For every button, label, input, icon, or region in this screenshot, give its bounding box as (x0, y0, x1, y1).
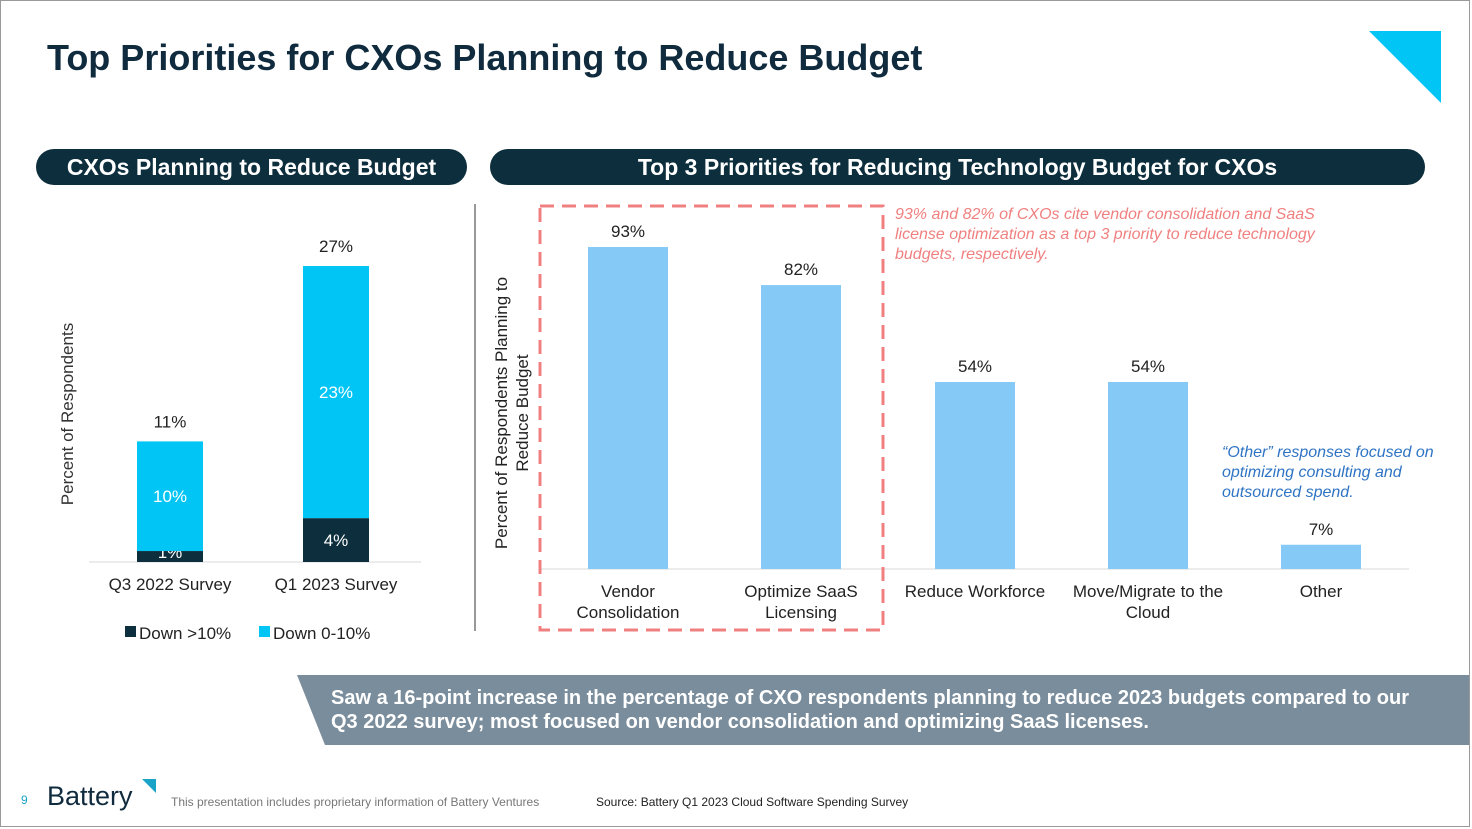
annotation-blue: “Other” responses focused on optimizing … (1222, 444, 1434, 501)
right-bar-0 (588, 247, 668, 569)
page-title: Top Priorities for CXOs Planning to Redu… (47, 37, 923, 78)
right-value-label: 54% (958, 357, 992, 376)
logo-mark-icon (142, 779, 156, 793)
legend-label-down-over-10: Down >10% (139, 624, 231, 643)
right-category-label: Move/Migrate to the Cloud (1073, 582, 1223, 622)
right-bar-2 (935, 382, 1015, 569)
left-bar-down-0-10-1 (303, 266, 369, 519)
right-bar-4 (1281, 544, 1361, 569)
right-value-label: 54% (1131, 357, 1165, 376)
right-bar-1 (761, 285, 841, 569)
left-segment-label: 23% (319, 383, 353, 402)
left-total-label: 27% (319, 237, 353, 256)
right-category-label: Other (1300, 582, 1343, 601)
right-value-label: 93% (611, 222, 645, 241)
right-value-label: 82% (784, 260, 818, 279)
annotation-red: 93% and 82% of CXOs cite vendor consolid… (895, 206, 1315, 263)
left-category-label: Q1 2023 Survey (275, 575, 398, 594)
left-segment-label: 4% (324, 531, 349, 550)
right-value-label: 7% (1309, 520, 1334, 539)
page-number: 9 (21, 793, 28, 807)
left-category-label: Q3 2022 Survey (109, 575, 232, 594)
source-note: Source: Battery Q1 2023 Cloud Software S… (596, 795, 909, 809)
right-chart-header: Top 3 Priorities for Reducing Technology… (490, 149, 1425, 185)
left-chart-header: CXOs Planning to Reduce Budget (36, 149, 467, 185)
legend-swatch-down-over-10 (125, 626, 136, 637)
disclaimer: This presentation includes proprietary i… (171, 795, 540, 809)
highlight-box (538, 204, 885, 632)
left-total-label: 11% (154, 412, 187, 431)
right-bar-3 (1108, 382, 1188, 569)
corner-triangle-icon (1369, 31, 1441, 103)
right-y-axis-label: Percent of Respondents Planning to Reduce… (492, 277, 532, 549)
left-bar-down-0-10-0 (137, 441, 203, 552)
legend-label-down-0-10: Down 0-10% (273, 624, 370, 643)
left-bar-down-over-10-0 (137, 551, 203, 562)
battery-logo: Battery (47, 781, 133, 811)
right-category-label: Optimize SaaS Licensing (744, 582, 857, 622)
left-y-axis-label: Percent of Respondents (58, 323, 77, 505)
summary-banner-text: Saw a 16-point increase in the percentag… (331, 687, 1409, 733)
right-category-label: Vendor Consolidation (576, 582, 679, 622)
left-bar-down-over-10-1 (303, 518, 369, 562)
summary-banner (297, 675, 1469, 745)
legend-swatch-down-0-10 (259, 626, 270, 637)
left-segment-label: 10% (153, 487, 187, 506)
right-category-label: Reduce Workforce (905, 582, 1045, 601)
